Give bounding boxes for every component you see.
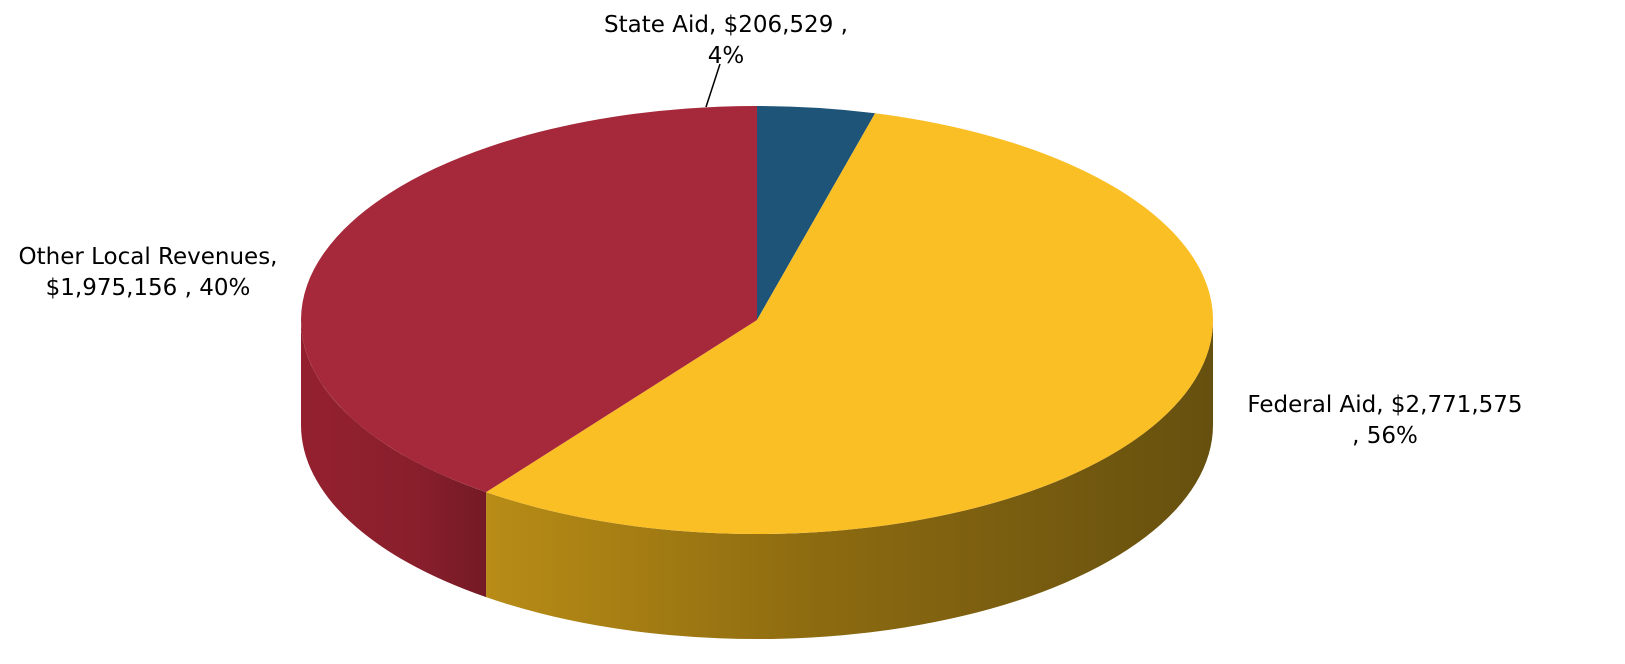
data-label-other-local-revenues-line-2: $1,975,156 , 40% xyxy=(46,275,251,301)
pie-labels: State Aid, $206,529 , 4% Federal Aid, $2,7… xyxy=(19,12,1523,449)
pie-side-federal-aid xyxy=(486,320,1214,639)
pie-slice-state-aid xyxy=(757,106,876,320)
pie-sides xyxy=(301,320,1214,639)
data-label-state-aid: State Aid, $206,529 , 4% xyxy=(604,12,848,69)
data-label-state-aid-line-2: 4% xyxy=(708,43,745,69)
pie-slice-federal-aid xyxy=(486,113,1214,534)
data-label-state-aid-line-1: State Aid, $206,529 , xyxy=(604,12,848,38)
leader-line-state-aid xyxy=(705,63,721,108)
data-label-federal-aid-line-2: , 56% xyxy=(1352,423,1418,449)
pie-slice-other-local-revenues xyxy=(301,106,757,493)
data-label-federal-aid: Federal Aid, $2,771,575 , 56% xyxy=(1247,392,1522,449)
pie-side-other-local-revenues xyxy=(301,320,487,598)
data-label-other-local-revenues: Other Local Revenues, $1,975,156 , 40% xyxy=(19,244,278,301)
data-label-other-local-revenues-line-1: Other Local Revenues, xyxy=(19,244,278,270)
pie-tops xyxy=(301,106,1214,534)
data-label-federal-aid-line-1: Federal Aid, $2,771,575 xyxy=(1247,392,1522,418)
